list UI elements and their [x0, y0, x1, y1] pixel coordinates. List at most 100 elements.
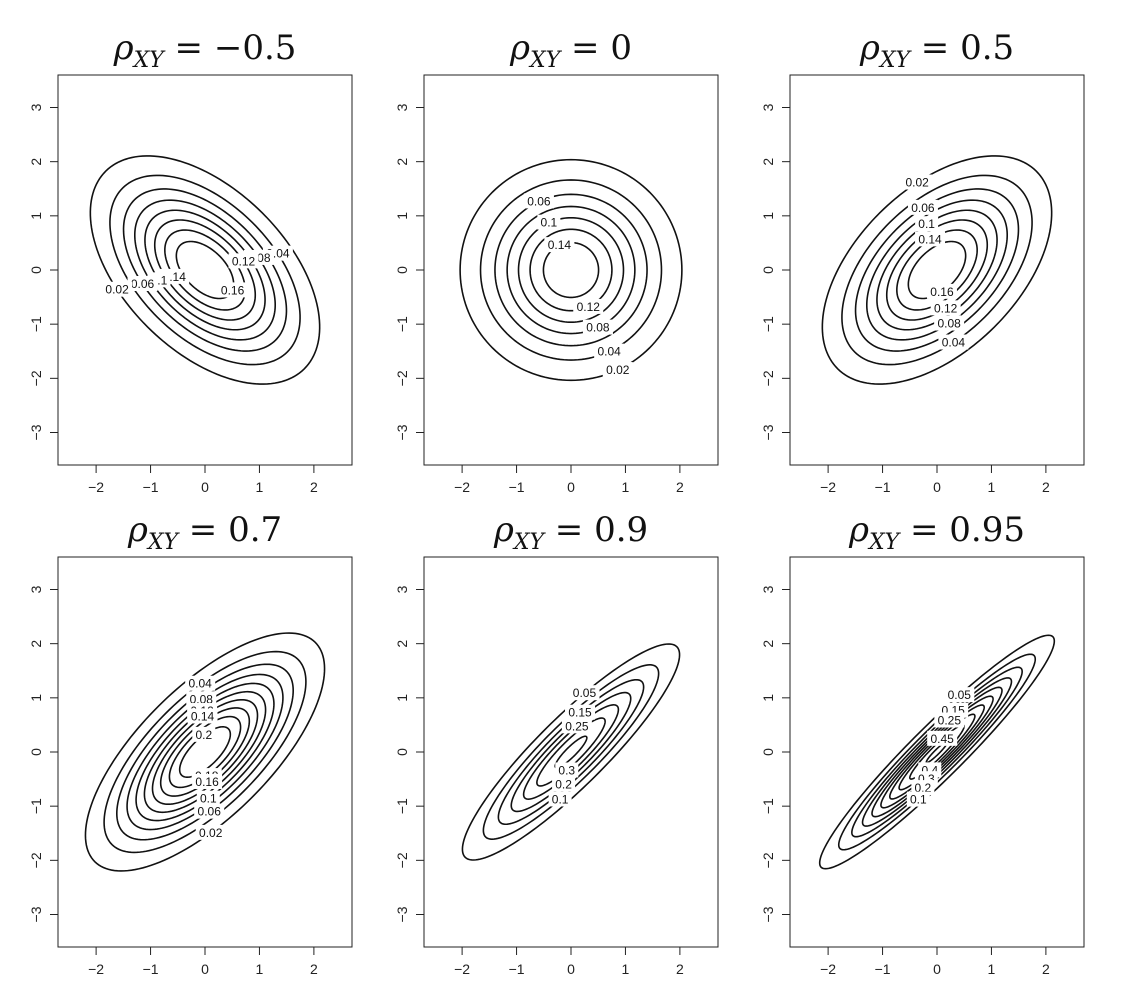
contour-label-bg [934, 712, 965, 728]
contour-label: 0.06 [131, 277, 155, 291]
contour-line [497, 678, 645, 826]
title-rho-symbol: ρ [849, 510, 869, 550]
contour-label-bg [185, 675, 216, 691]
x-tick-label: 2 [310, 479, 318, 495]
contour-line [854, 188, 1020, 352]
contour-line [529, 228, 613, 312]
contour-label-bg [561, 718, 592, 734]
contour-label: 0.02 [199, 826, 223, 840]
y-tick-label: 3 [28, 585, 44, 593]
contour-label: 0.02 [105, 283, 129, 297]
contour-label: 0.16 [221, 283, 245, 297]
contour-label: 0.12 [934, 301, 958, 315]
title-value: = 0.9 [544, 510, 649, 550]
y-tick-label: −1 [28, 798, 44, 814]
y-tick-label: 1 [760, 212, 776, 220]
y-tick-label: −2 [760, 370, 776, 386]
y-tick-label: −1 [394, 316, 410, 332]
contour-label: 0.16 [195, 775, 219, 789]
y-tick-label: 3 [394, 585, 410, 593]
y-tick-label: −2 [760, 852, 776, 868]
contour-line [506, 205, 636, 335]
y-tick-label: −3 [28, 424, 44, 440]
contour-label: 0.06 [527, 194, 551, 208]
title-rho-symbol: ρ [127, 510, 148, 550]
x-tick-label: −2 [820, 961, 836, 977]
y-tick-label: 2 [394, 158, 410, 166]
y-tick-label: 0 [394, 748, 410, 756]
contour-label: 0.12 [232, 254, 256, 268]
contour-label: 0.45 [930, 732, 954, 746]
contour-line [821, 155, 1053, 385]
title-value: = 0.7 [178, 510, 283, 550]
contour-line [861, 677, 1013, 827]
y-tick-label: −3 [760, 424, 776, 440]
title-subscript: XY [530, 48, 561, 73]
contour-line [84, 632, 326, 872]
y-tick-label: −1 [760, 316, 776, 332]
x-tick-label: −1 [143, 479, 159, 495]
y-tick-label: 0 [394, 266, 410, 274]
contour-line [89, 155, 321, 385]
contour-label-bg [192, 773, 223, 789]
x-tick-label: 0 [567, 961, 575, 977]
contour-label: 0.1 [552, 792, 569, 806]
x-tick-label: 0 [933, 479, 941, 495]
plot-frame [423, 556, 719, 948]
contour-panel: −2 −1 0 1 2 −3 −2 −1 0 1 2 3 0.06 0.1 0.14 0.12 0.08 0.04… [394, 74, 719, 495]
contour-label: 0.1 [910, 793, 927, 807]
contour-label: 0.08 [586, 321, 610, 335]
contour-line [133, 199, 277, 341]
contour-label: 0.04 [597, 345, 621, 359]
contour-panel: −2−1012−3−2−101230.040.080.120.140.20.18… [28, 556, 353, 977]
y-tick-label: −2 [28, 852, 44, 868]
contour-label: 0.1 [541, 216, 558, 230]
contour-label-bg [902, 174, 933, 190]
x-tick-label: 0 [933, 961, 941, 977]
contour-label-bg [127, 275, 158, 291]
contour-label-bg [938, 334, 969, 350]
y-tick-label: 3 [760, 585, 776, 593]
contour-label-bg [544, 237, 575, 253]
y-tick-label: 0 [760, 748, 776, 756]
x-tick-label: 0 [201, 479, 209, 495]
title-value: = 0.5 [910, 28, 1015, 68]
contour-label: 0.25 [565, 719, 589, 733]
contour-label: 0.08 [937, 317, 961, 331]
contour-line [109, 174, 301, 366]
plot-frame [789, 74, 1085, 466]
contour-label-bg [906, 791, 930, 807]
x-tick-label: 2 [1042, 961, 1050, 977]
panel-title: ρXY = 0 [421, 28, 721, 73]
contour-label-bg [565, 704, 596, 720]
contour-label: 0.08 [190, 692, 214, 706]
contour-label-bg [192, 726, 216, 742]
panel-title: ρXY = 0.7 [55, 510, 355, 555]
contour-label: 0.06 [198, 805, 222, 819]
contour-label: 0.15 [568, 706, 592, 720]
y-tick-label: 2 [760, 640, 776, 648]
x-tick-label: 1 [988, 961, 996, 977]
contour-label-bg [217, 282, 248, 298]
contour-label-bg [552, 776, 576, 792]
contour-label: 0.25 [938, 714, 962, 728]
contour-line [837, 653, 1037, 851]
y-tick-label: 3 [28, 103, 44, 111]
contour-label: 0.04 [942, 336, 966, 350]
contour-label-bg [186, 691, 217, 707]
y-tick-label: 1 [28, 212, 44, 220]
contour-label-bg [582, 319, 613, 335]
y-tick-label: −1 [28, 316, 44, 332]
contour-label: 0.2 [555, 777, 572, 791]
x-tick-label: −2 [820, 479, 836, 495]
contour-label-bg [934, 315, 965, 331]
x-tick-label: −2 [88, 479, 104, 495]
x-tick-label: 2 [676, 961, 684, 977]
y-tick-label: −1 [394, 798, 410, 814]
y-tick-label: 2 [394, 640, 410, 648]
contour-line [122, 188, 288, 352]
x-tick-label: 0 [567, 479, 575, 495]
contour-line [115, 663, 295, 841]
